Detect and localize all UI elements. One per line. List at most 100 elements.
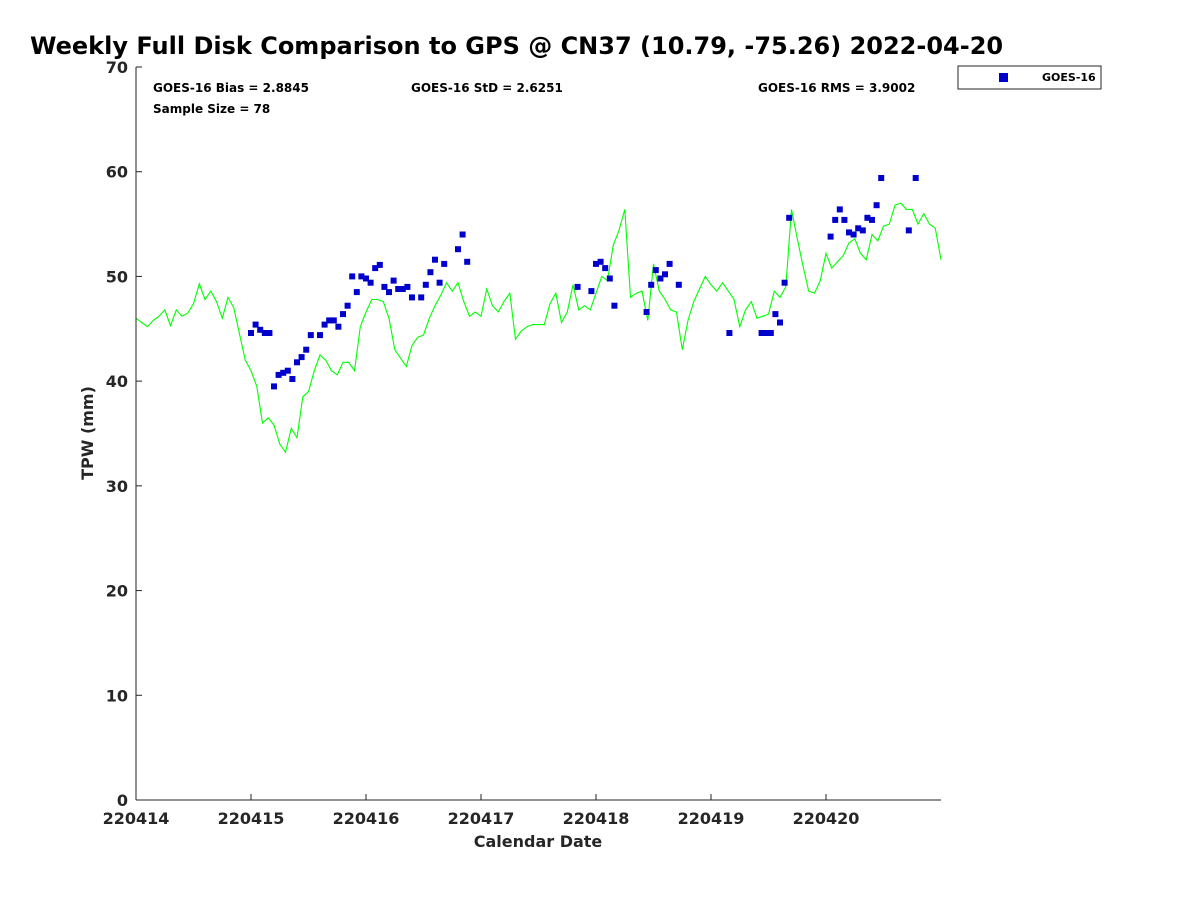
goes16-point [459, 231, 466, 238]
goes16-point [284, 367, 291, 374]
goes16-point [864, 214, 871, 221]
goes16-point [353, 289, 360, 296]
goes16-point [432, 256, 438, 263]
goes16-point [827, 233, 834, 240]
goes16-point [777, 319, 783, 326]
goes16-point [841, 216, 848, 223]
goes16-point [399, 286, 406, 292]
y-tick-label: 60 [106, 163, 128, 182]
x-tick-label: 220419 [678, 809, 745, 828]
y-tick-label: 10 [106, 686, 128, 705]
goes16-point [574, 283, 581, 290]
goes16-point [772, 311, 779, 318]
x-axis-label: Calendar Date [474, 832, 603, 851]
goes16-point [307, 332, 314, 339]
goes16-point [767, 330, 774, 336]
goes16-point [859, 227, 866, 234]
goes16-point [289, 376, 296, 382]
goes16-point [372, 265, 379, 272]
goes16-point [878, 175, 885, 181]
std-stat: GOES-16 StD = 2.6251 [411, 81, 563, 95]
goes16-point [427, 269, 434, 276]
goes16-point [763, 330, 770, 336]
legend: GOES-16 [957, 65, 1102, 90]
goes16-point [455, 246, 461, 253]
goes16-point [248, 330, 254, 336]
goes16-point [261, 330, 268, 336]
y-axis-label: TPW (mm) [78, 386, 97, 480]
goes16-point [349, 273, 356, 280]
rms-stat: GOES-16 RMS = 3.9002 [758, 81, 915, 95]
y-tick-label: 70 [106, 58, 128, 77]
legend-label-goes16: GOES-16 [1042, 71, 1096, 84]
goes16-point [317, 332, 323, 339]
goes16-point [358, 273, 365, 280]
goes16-point [606, 275, 613, 282]
goes16-point [593, 260, 599, 267]
y-tick-label: 50 [106, 267, 128, 286]
goes16-point [294, 359, 300, 366]
goes16-point [321, 321, 328, 328]
goes16-point [662, 271, 668, 278]
goes16-point [781, 279, 788, 286]
chart-title: Weekly Full Disk Comparison to GPS @ CN3… [30, 32, 1003, 60]
goes16-point [905, 227, 912, 234]
goes16-point [588, 288, 595, 295]
x-axis-ticks: 220414 220415 220416 220417 220418 220419 2204… [103, 794, 860, 828]
plot-area [135, 175, 942, 454]
goes16-point [386, 289, 392, 296]
goes16-point [303, 346, 310, 353]
goes16-point [271, 383, 277, 390]
goes16-point [266, 330, 273, 336]
goes16-point [280, 369, 287, 376]
goes16-point [298, 354, 305, 361]
sample-size-stat: Sample Size = 78 [153, 102, 270, 116]
goes16-point [464, 258, 471, 265]
goes16-point [257, 326, 264, 333]
x-tick-label: 220417 [448, 809, 515, 828]
x-tick-label: 220414 [103, 809, 170, 828]
legend-marker-goes16 [999, 73, 1008, 82]
goes16-point [666, 260, 673, 267]
goes16-point [611, 302, 618, 309]
goes16-point [726, 330, 733, 336]
goes16-point [390, 277, 397, 284]
goes16-point [340, 311, 346, 318]
goes16-point [836, 206, 843, 213]
legend-box [957, 65, 1102, 90]
goes16-point [363, 275, 369, 282]
goes16-point [404, 283, 411, 290]
goes16-point [409, 294, 415, 301]
goes16-point [643, 309, 650, 315]
goes16-point [376, 261, 383, 268]
x-tick-label: 220415 [218, 809, 285, 828]
goes16-point [597, 258, 604, 265]
y-tick-label: 40 [106, 372, 128, 391]
goes16-point [786, 214, 793, 221]
goes16-point [275, 371, 282, 378]
goes16-point [652, 267, 659, 274]
goes16-point [675, 281, 682, 288]
goes16-point [395, 286, 402, 292]
gps-series-line [135, 202, 942, 454]
x-tick-label: 220420 [793, 809, 860, 828]
goes16-point [855, 225, 862, 232]
goes16-point [873, 202, 880, 209]
y-tick-label: 20 [106, 582, 128, 601]
goes16-point [441, 260, 448, 267]
goes16-point [657, 275, 664, 282]
goes16-point [602, 265, 609, 272]
goes16-point [436, 279, 443, 286]
bias-stat: GOES-16 Bias = 2.8845 [153, 81, 309, 95]
y-tick-label: 0 [117, 791, 128, 810]
goes16-point [912, 175, 919, 181]
goes16-point [648, 281, 655, 288]
goes16-point [344, 302, 351, 309]
x-tick-label: 220418 [563, 809, 630, 828]
goes16-point [418, 294, 425, 301]
goes16-point [335, 323, 342, 330]
goes16-point [869, 216, 875, 223]
goes16-point [422, 281, 429, 288]
x-tick-label: 220416 [333, 809, 400, 828]
